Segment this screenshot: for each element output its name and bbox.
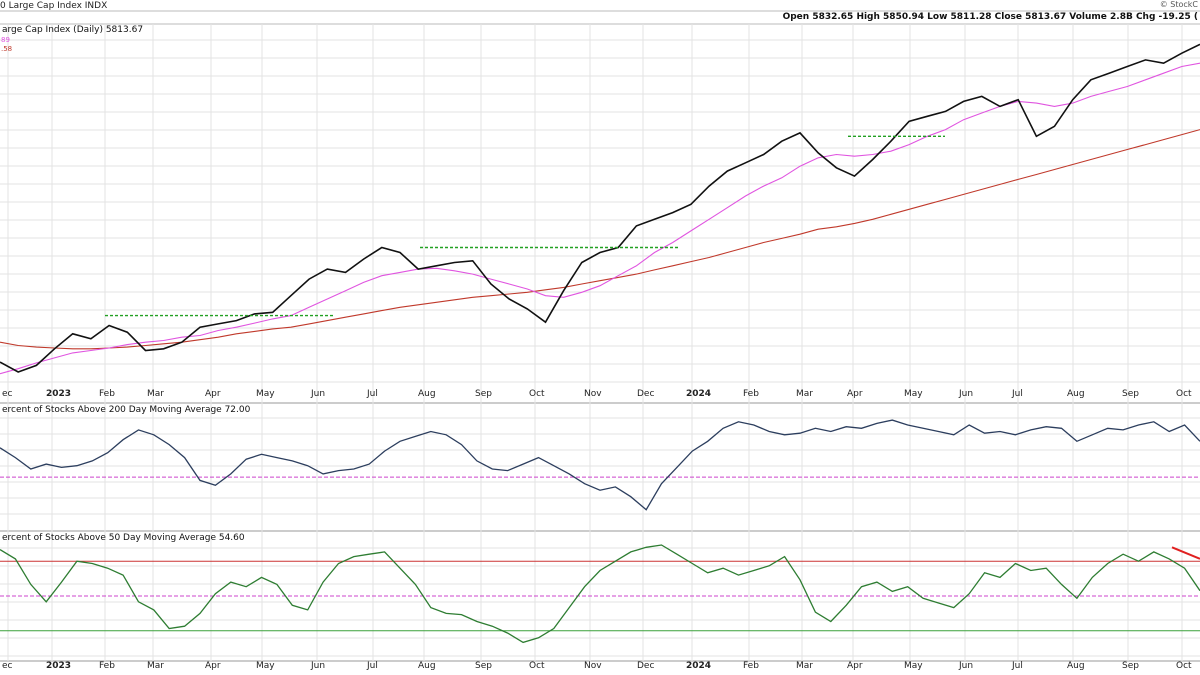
chart-title: 0 Large Cap Index INDX	[0, 1, 108, 11]
x-tick-label: Sep	[1122, 661, 1139, 671]
x-tick-label: Apr	[205, 661, 221, 671]
ohlc-readout: Open 5832.65 High 5850.94 Low 5811.28 Cl…	[782, 12, 1198, 22]
x-tick-label: Feb	[743, 389, 759, 399]
ma50-legend: 89	[1, 36, 10, 44]
x-tick-label: Sep	[475, 661, 492, 671]
x-tick-label: Aug	[418, 661, 436, 671]
x-tick-label: Oct	[1176, 389, 1192, 399]
price-panel-label: arge Cap Index (Daily) 5813.67	[2, 25, 144, 35]
x-tick-label: Dec	[637, 389, 654, 399]
x-tick-label: Oct	[529, 661, 545, 671]
x-tick-label: Aug	[1067, 661, 1085, 671]
brand-logo: © StockC	[1159, 0, 1198, 9]
price-line	[0, 43, 1200, 373]
x-tick-label: Oct	[529, 389, 545, 399]
x-tick-label: Mar	[796, 389, 813, 399]
x-tick-label: ec	[2, 661, 13, 671]
x-tick-label: Mar	[147, 661, 164, 671]
breadth50-label: ercent of Stocks Above 50 Day Moving Ave…	[2, 533, 245, 543]
breadth200-line	[0, 419, 1200, 511]
x-tick-label: May	[256, 389, 275, 399]
x-tick-label: Aug	[1067, 389, 1085, 399]
x-tick-label: Jul	[366, 661, 378, 671]
x-tick-label: Jun	[958, 389, 973, 399]
x-tick-label: 2023	[46, 661, 71, 671]
x-tick-label: Apr	[847, 661, 863, 671]
x-tick-label: Apr	[847, 389, 863, 399]
x-tick-label: May	[256, 661, 275, 671]
trendline	[1171, 546, 1200, 560]
x-tick-label: Jul	[366, 389, 378, 399]
x-tick-label: Jun	[958, 661, 973, 671]
x-tick-label: 2023	[46, 389, 71, 399]
price-panel	[0, 43, 1200, 375]
breadth50-line	[0, 544, 1200, 644]
x-tick-label: Jul	[1011, 661, 1023, 671]
x-tick-label: Oct	[1176, 661, 1192, 671]
x-axis-labels: ec 2023 Feb Mar Apr May Jun Jul Aug Sep Oct Nov Dec 2…	[2, 389, 1192, 671]
x-tick-label: Apr	[205, 389, 221, 399]
ma200-legend: .58	[1, 45, 13, 53]
x-tick-label: Mar	[147, 389, 164, 399]
x-tick-label: Aug	[418, 389, 436, 399]
ma200-line	[0, 129, 1200, 350]
x-tick-label: Feb	[99, 389, 115, 399]
x-tick-label: May	[904, 389, 923, 399]
x-tick-label: ec	[2, 389, 13, 399]
x-tick-label: Mar	[796, 661, 813, 671]
x-tick-label: Jun	[310, 389, 325, 399]
breadth200-panel	[0, 419, 1200, 511]
x-tick-label: Nov	[584, 389, 602, 399]
x-tick-label: Jul	[1011, 389, 1023, 399]
x-tick-label: Feb	[743, 661, 759, 671]
x-tick-label: 2024	[686, 661, 711, 671]
grid	[0, 10, 1200, 662]
x-tick-label: Sep	[1122, 389, 1139, 399]
x-tick-label: 2024	[686, 389, 711, 399]
x-tick-label: Dec	[637, 661, 654, 671]
x-tick-label: May	[904, 661, 923, 671]
x-tick-label: Sep	[475, 389, 492, 399]
breadth50-panel	[0, 544, 1200, 644]
x-tick-label: Feb	[99, 661, 115, 671]
x-tick-label: Nov	[584, 661, 602, 671]
breadth200-label: ercent of Stocks Above 200 Day Moving Av…	[2, 405, 251, 415]
x-tick-label: Jun	[310, 661, 325, 671]
